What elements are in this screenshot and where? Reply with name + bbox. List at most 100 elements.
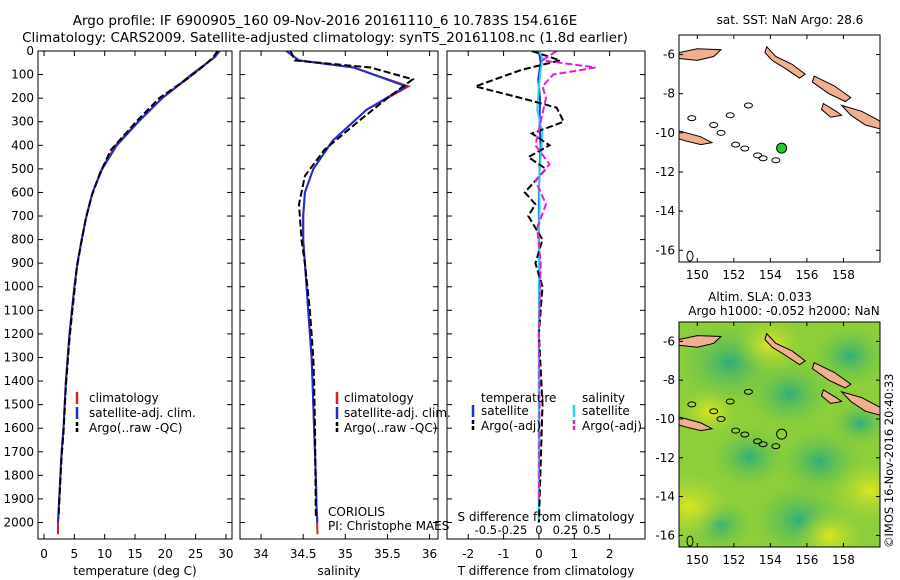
x2-tick-label: 0.25 (553, 523, 579, 537)
map-y-tick-label: -14 (655, 204, 675, 218)
sst-map: 150 152 154 156 158 -6 -8 -10 -12 -14 -16 (655, 34, 881, 282)
island-outline (686, 535, 694, 547)
figure-title-line1: Argo profile: IF 6900905_160 09-Nov-2016… (72, 13, 578, 29)
depth-tick-label: 1300 (3, 350, 34, 364)
map-x-tick-label: 154 (759, 553, 782, 567)
island-outline (716, 415, 726, 422)
map-x-tick-label: 158 (832, 268, 855, 282)
sla-low-blob (744, 358, 835, 430)
imos-watermark: ©IMOS 16-Nov-2016 20:40:33 (882, 374, 896, 548)
figure-title-line2: Climatology: CARS2009. Satellite-adjuste… (22, 30, 628, 46)
map-frame (678, 34, 881, 263)
plot-frame (239, 50, 439, 540)
map-y-tick-label: -10 (655, 126, 675, 140)
legend-label-climatology: climatology (344, 391, 414, 405)
legend-label-argo: Argo(..raw -QC) (89, 421, 182, 435)
sla-high-blob (829, 458, 880, 523)
x-tick-label: 15 (127, 547, 142, 561)
land-masses (679, 332, 880, 547)
x-tick-label: 36 (422, 547, 437, 561)
papua-tip (679, 416, 714, 432)
data-centre-label: CORIOLIS (328, 505, 385, 519)
island-outline (731, 141, 741, 148)
x-tick-label: 2 (606, 547, 614, 561)
x-tick-label: 5 (71, 547, 79, 561)
x-tick-label: 25 (188, 547, 203, 561)
map-x-tick-label: 154 (759, 268, 782, 282)
map-y-tick-label: -16 (655, 528, 675, 542)
bougainville-island (764, 45, 806, 79)
depth-tick-label: 1100 (3, 303, 34, 317)
depth-tick-label: 800 (11, 233, 34, 247)
island-outline (743, 102, 753, 109)
x2-tick-label: 0.5 (583, 523, 601, 537)
depth-tick-label: 1800 (3, 468, 34, 482)
legend-temperature-header: temperature (481, 391, 556, 405)
sla-map-title-line1: Altim. SLA: 0.033 (708, 290, 812, 304)
map-x-tick-label: 150 (686, 553, 709, 567)
map-y-tick-label: -8 (663, 87, 675, 101)
island-outline (709, 408, 719, 415)
sst-map-title: sat. SST: NaN Argo: 28.6 (717, 13, 864, 27)
island-outline (758, 155, 768, 162)
series-line-climatology (285, 51, 411, 535)
float-position-marker (776, 142, 788, 154)
island-outline (725, 398, 735, 405)
map-x-tick-label: 152 (722, 553, 745, 567)
santa-isabel-island (839, 104, 880, 130)
legend-label-climatology: climatology (89, 391, 159, 405)
island-outline (686, 250, 694, 262)
x-axis-label: T difference from climatology (457, 564, 635, 578)
map-y-tick-label: -6 (663, 48, 675, 62)
legend-label-argo: Argo(..raw -QC) (344, 421, 437, 435)
x-tick-label: 30 (218, 547, 233, 561)
x2-tick-label: 0 (535, 523, 542, 537)
depth-tick-label: 1700 (3, 445, 34, 459)
depth-tick-label: 400 (11, 138, 34, 152)
series-line-temperature-argo-adj- (471, 51, 566, 523)
map-y-tick-label: -12 (655, 165, 675, 179)
series-line-climatology (57, 51, 221, 535)
salinity-legend: climatology satellite-adj. clim. Argo(..… (335, 391, 451, 435)
island-outline (731, 427, 741, 434)
x-axis-label: temperature (deg C) (73, 564, 196, 578)
legend-label-satellite: satellite-adj. clim. (344, 406, 451, 420)
x-tick-label: 34.5 (290, 547, 317, 561)
new-britain-island (679, 48, 723, 61)
plot-frame (37, 50, 233, 540)
island-outline (758, 441, 768, 448)
depth-tick-label: 300 (11, 115, 34, 129)
series-line-salinity-argo-adj- (534, 51, 596, 499)
map-x-tick-label: 156 (795, 268, 818, 282)
x-tick-label: 34 (253, 547, 268, 561)
sla-high-blob (794, 507, 865, 547)
depth-tick-label: 700 (11, 209, 34, 223)
x-tick-label: 1 (570, 547, 578, 561)
sla-map: 150 152 154 156 158 -6 -8 -10 -12 -14 -16 (655, 321, 881, 567)
map-y-tick-label: -12 (655, 451, 675, 465)
new-britain-island (679, 335, 723, 348)
island-outline (753, 152, 763, 159)
depth-tick-label: 1200 (3, 327, 34, 341)
bougainville-island (764, 332, 806, 366)
x-tick-label: 0 (40, 547, 48, 561)
island-outline (709, 122, 719, 129)
depth-tick-label: 0 (26, 44, 34, 58)
papua-tip (679, 130, 714, 146)
depth-tick-label: 1600 (3, 421, 34, 435)
salinity-panel: 34 34.5 35 35.5 36 salinity (239, 50, 439, 578)
x2-axis-label: S difference from climatology (458, 510, 635, 524)
depth-tick-label: 1000 (3, 280, 34, 294)
map-frame (678, 321, 881, 548)
land-masses (679, 45, 880, 262)
depth-tick-label: 2000 (3, 515, 34, 529)
map-x-tick-label: 156 (795, 553, 818, 567)
depth-tick-label: 200 (11, 91, 34, 105)
x-tick-label: -1 (498, 547, 510, 561)
x-axis-label: salinity (317, 564, 360, 578)
map-y-tick-label: -6 (663, 334, 675, 348)
map-y-tick-label: -10 (655, 412, 675, 426)
map-x-tick-label: 152 (722, 268, 745, 282)
legend-label-s-satellite: satellite (582, 404, 630, 418)
